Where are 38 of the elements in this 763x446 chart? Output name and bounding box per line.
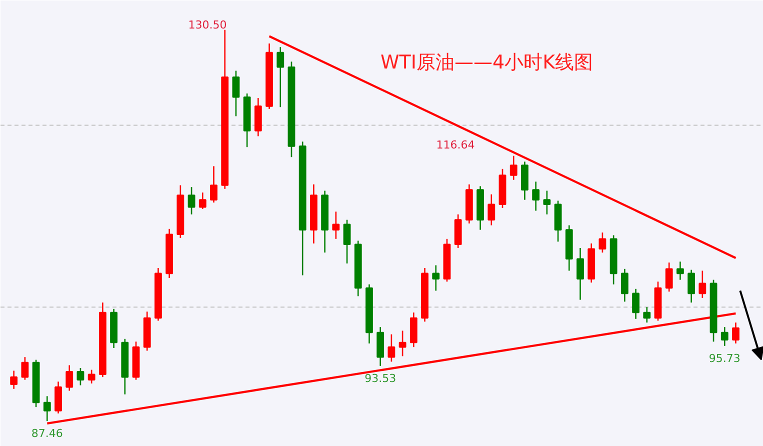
annotation: 130.50 [188,18,227,32]
annotation: 87.46 [31,427,63,440]
candlestick [198,192,206,210]
candlestick [210,166,218,204]
text: WTI原油——4小时K线图 [380,52,594,74]
candlestick [688,269,696,304]
candlestick [432,264,440,292]
candlestick [488,194,496,226]
annotation: 116.64 [436,138,475,152]
candlestick [398,330,406,357]
candlestick [698,270,706,299]
candlestick [676,260,684,280]
candlestick [276,46,284,108]
candlestick [343,219,351,264]
annotation: 95.73 [708,352,740,365]
candlestick [532,180,540,212]
candlestick [54,380,62,414]
candlestick [510,155,518,180]
candlestick [43,396,51,422]
candlestick [76,367,84,386]
candlestick [188,186,196,216]
candlestick [332,210,340,240]
candlestick [620,268,628,302]
annotation: 93.53 [364,372,396,385]
candlestick [598,232,606,254]
candlestick [388,334,396,362]
candlestick [720,326,728,347]
candlestick [10,370,18,390]
candlestick [543,190,551,216]
candlestick [88,369,96,384]
candlestick [576,247,584,300]
candlestick [632,288,640,320]
candlestick [665,262,673,292]
candlestick [232,70,240,117]
candlestick [21,356,29,380]
candlestick [643,306,651,324]
candlestick [66,364,74,392]
candlestick [732,322,740,344]
